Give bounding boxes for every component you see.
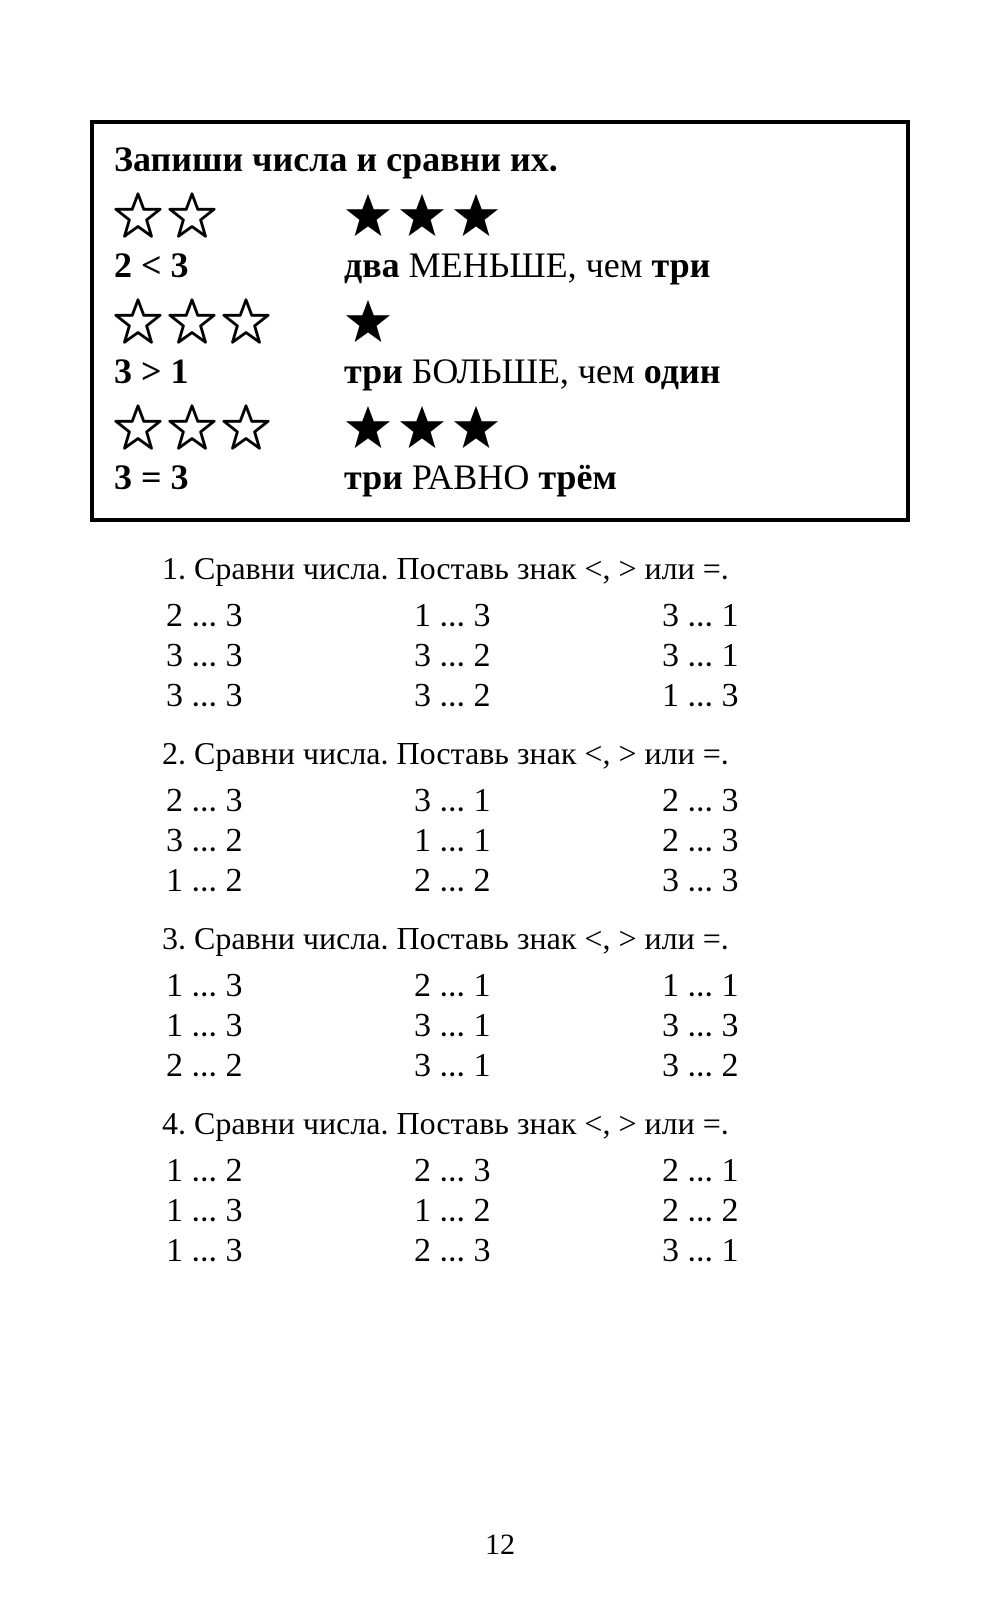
star-group-right [344,192,886,240]
exercise-cell: 3 ... 1 [662,637,910,675]
exercise-cell: 3 ... 1 [414,1007,662,1045]
page-number: 12 [0,1528,1000,1562]
star-outline-icon [114,192,162,240]
desc-suffix: один [635,351,721,391]
star-outline-icon [114,298,162,346]
desc-accent: БОЛЬШЕ, чем [412,351,635,391]
compare-formula: 3 > 1 [114,350,344,392]
star-group-left [114,298,344,346]
exercise-cell: 1 ... 3 [166,1007,414,1045]
exercise-cell: 3 ... 2 [166,822,414,860]
star-outline-icon [222,298,270,346]
exercise-cell: 3 ... 3 [166,637,414,675]
explain-box: Запиши числа и сравни их. 2 < 3два МЕНЬШ… [90,120,910,522]
exercise-cell: 2 ... 2 [662,1192,910,1230]
star-filled-icon [344,404,392,452]
exercise-cell: 1 ... 2 [166,1152,414,1190]
exercise-grid: 1 ... 22 ... 32 ... 11 ... 31 ... 22 ...… [162,1152,910,1270]
exercise-cell: 2 ... 3 [414,1232,662,1270]
exercise-grid: 1 ... 32 ... 11 ... 11 ... 33 ... 13 ...… [162,967,910,1085]
star-group-left [114,404,344,452]
desc-accent: МЕНЬШЕ, чем [409,245,643,285]
star-outline-icon [114,404,162,452]
exercise-cell: 1 ... 2 [166,862,414,900]
star-group-right [344,404,886,452]
compare-desc: три РАВНО трём [344,456,886,498]
exercise-cell: 1 ... 1 [414,822,662,860]
star-filled-icon [344,298,392,346]
desc-suffix: трём [529,457,617,497]
star-filled-icon [452,404,500,452]
exercise-cell: 2 ... 2 [166,1047,414,1085]
compare-formula: 3 = 3 [114,456,344,498]
exercise-cell: 1 ... 1 [662,967,910,1005]
compare-desc: три БОЛЬШЕ, чем один [344,350,886,392]
compare-desc: два МЕНЬШЕ, чем три [344,244,886,286]
compare-formula: 2 < 3 [114,244,344,286]
exercise-prompt: 2. Сравни числа. Поставь знак <, > или =… [162,735,910,772]
exercise-cell: 1 ... 3 [414,597,662,635]
worksheet-page: Запиши числа и сравни их. 2 < 3два МЕНЬШ… [0,0,1000,1617]
exercise-cell: 2 ... 3 [166,782,414,820]
exercise-prompt: 4. Сравни числа. Поставь знак <, > или =… [162,1105,910,1142]
explain-title: Запиши числа и сравни их. [114,138,886,180]
exercises-list: 1. Сравни числа. Поставь знак <, > или =… [90,550,910,1270]
exercise-grid: 2 ... 31 ... 33 ... 13 ... 33 ... 23 ...… [162,597,910,715]
desc-prefix: два [344,245,409,285]
exercise-cell: 3 ... 3 [662,1007,910,1045]
exercise-cell: 3 ... 3 [166,677,414,715]
exercise-prompt: 1. Сравни числа. Поставь знак <, > или =… [162,550,910,587]
exercise-grid: 2 ... 33 ... 12 ... 33 ... 21 ... 12 ...… [162,782,910,900]
explain-rows: 2 < 3два МЕНЬШЕ, чем три 3 > 1три БОЛЬШЕ… [114,190,886,498]
desc-prefix: три [344,457,412,497]
exercise-cell: 3 ... 1 [662,597,910,635]
star-outline-icon [168,298,216,346]
exercise-cell: 2 ... 2 [414,862,662,900]
star-outline-icon [168,192,216,240]
star-row [114,402,886,454]
exercise-cell: 1 ... 3 [166,1232,414,1270]
exercise-cell: 1 ... 3 [166,1192,414,1230]
star-filled-icon [398,404,446,452]
exercise-cell: 3 ... 1 [662,1232,910,1270]
desc-prefix: три [344,351,412,391]
exercise-cell: 3 ... 3 [662,862,910,900]
exercise-cell: 2 ... 3 [662,782,910,820]
exercise-cell: 3 ... 1 [414,782,662,820]
exercise-cell: 1 ... 2 [414,1192,662,1230]
star-group-right [344,298,886,346]
exercise-cell: 2 ... 3 [166,597,414,635]
desc-accent: РАВНО [412,457,529,497]
desc-suffix: три [643,245,711,285]
exercise-cell: 2 ... 3 [662,822,910,860]
exercise-prompt: 3. Сравни числа. Поставь знак <, > или =… [162,920,910,957]
exercise-cell: 3 ... 2 [414,677,662,715]
star-row [114,190,886,242]
compare-line: 3 > 1три БОЛЬШЕ, чем один [114,350,886,392]
star-filled-icon [344,192,392,240]
star-row [114,296,886,348]
star-outline-icon [168,404,216,452]
exercise-cell: 3 ... 2 [662,1047,910,1085]
star-group-left [114,192,344,240]
exercise-cell: 2 ... 3 [414,1152,662,1190]
exercise-cell: 3 ... 1 [414,1047,662,1085]
star-filled-icon [452,192,500,240]
exercise-cell: 3 ... 2 [414,637,662,675]
exercise-cell: 1 ... 3 [166,967,414,1005]
exercise-cell: 1 ... 3 [662,677,910,715]
compare-line: 2 < 3два МЕНЬШЕ, чем три [114,244,886,286]
star-outline-icon [222,404,270,452]
compare-line: 3 = 3три РАВНО трём [114,456,886,498]
exercise-cell: 2 ... 1 [662,1152,910,1190]
exercise-cell: 2 ... 1 [414,967,662,1005]
star-filled-icon [398,192,446,240]
